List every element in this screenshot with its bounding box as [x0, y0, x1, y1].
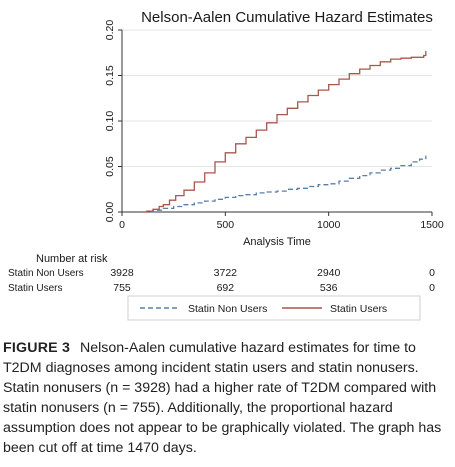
x-tick-label: 500 [217, 219, 235, 231]
risk-value: 3928 [110, 267, 134, 279]
risk-value: 0 [429, 282, 435, 294]
risk-table: Number at risk Statin Non Users 3928 3722 29… [8, 253, 435, 294]
risk-value: 692 [217, 282, 235, 294]
y-tick-label: 0.00 [104, 202, 116, 223]
figure-caption: FIGURE 3 Nelson-Aalen cumulative hazard … [3, 338, 453, 458]
risk-value: 0 [429, 267, 435, 279]
risk-value: 2940 [317, 267, 341, 279]
hazard-chart: Nelson-Aalen Cumulative Hazard Estimates… [8, 9, 444, 321]
caption-label: FIGURE 3 [3, 340, 71, 356]
figure-panel: Nelson-Aalen Cumulative Hazard Estimates… [8, 9, 444, 321]
caption-text: Nelson-Aalen cumulative hazard estimates… [3, 340, 442, 456]
x-tick-label: 0 [119, 219, 125, 231]
legend-label-0: Statin Non Users [188, 303, 267, 315]
y-tick-label: 0.15 [104, 65, 116, 86]
axes [118, 29, 433, 216]
series-lines [142, 50, 427, 213]
risk-value: 755 [113, 282, 131, 294]
legend-label-1: Statin Users [330, 303, 387, 315]
y-tick-label: 0.20 [104, 20, 116, 41]
series-line-0 [142, 155, 427, 213]
tick-labels: 0.00 0.05 0.10 0.15 0.20 0 500 1000 1500 [104, 20, 444, 231]
series-line-1 [142, 50, 427, 213]
risk-row-label: Statin Users [8, 283, 62, 294]
y-tick-label: 0.10 [104, 111, 116, 132]
x-axis-label: Analysis Time [243, 236, 311, 248]
risk-row-label: Statin Non Users [8, 268, 84, 279]
risk-value: 3722 [214, 267, 238, 279]
x-tick-label: 1500 [420, 219, 444, 231]
chart-title: Nelson-Aalen Cumulative Hazard Estimates [141, 9, 433, 26]
y-tick-label: 0.05 [104, 156, 116, 177]
x-tick-label: 1000 [317, 219, 341, 231]
risk-value: 536 [320, 282, 338, 294]
risk-table-header: Number at risk [36, 253, 108, 265]
legend: Statin Non Users Statin Users [127, 295, 421, 321]
